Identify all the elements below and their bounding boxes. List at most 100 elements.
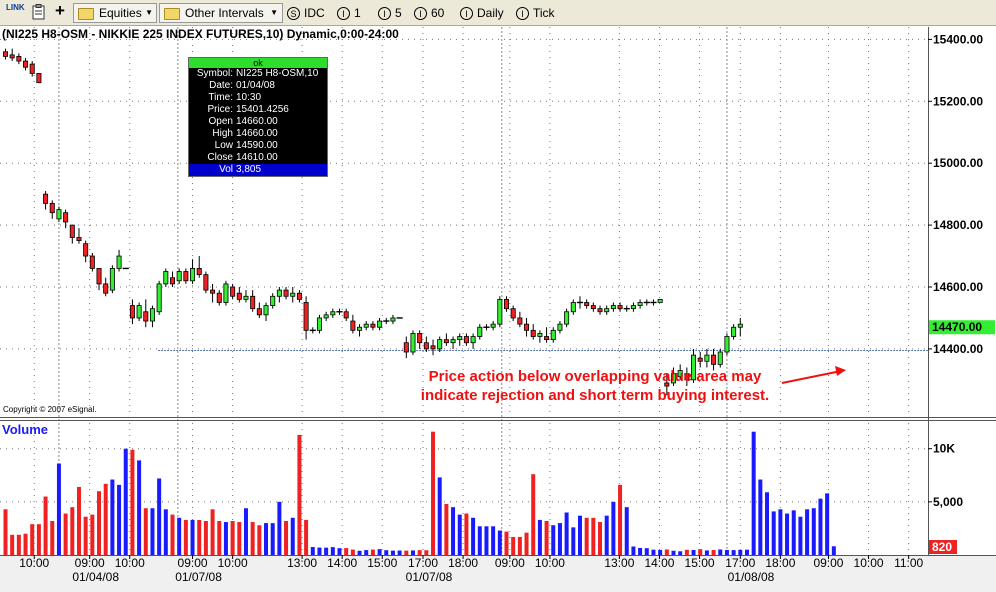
- chevron-down-icon: ▼: [270, 8, 278, 17]
- volume-bar: [270, 523, 275, 555]
- intervals-dropdown[interactable]: Other Intervals ▼: [159, 3, 283, 23]
- info-row-time: Time: 10:30: [189, 92, 327, 104]
- candle-body: [76, 237, 82, 241]
- volume-bar: [437, 477, 442, 555]
- volume-bar: [577, 515, 582, 555]
- time-axis-label: 09:00: [495, 556, 525, 570]
- volume-bar: [90, 514, 95, 555]
- last-price-marker: [929, 320, 995, 335]
- volume-bar: [497, 530, 502, 555]
- candle-body: [276, 289, 282, 297]
- symbol-dropdown[interactable]: Equities ▼: [73, 3, 157, 23]
- time-axis-label: 15:00: [685, 556, 715, 570]
- candle-body: [29, 63, 35, 74]
- volume-bar: [718, 549, 723, 555]
- volume-bar: [170, 514, 175, 555]
- volume-bar: [344, 548, 349, 555]
- add-icon[interactable]: +: [55, 1, 65, 20]
- volume-bar: [377, 549, 382, 555]
- date-axis-label: 01/07/08: [175, 570, 222, 584]
- candle-body: [236, 292, 242, 300]
- time-axis-label: 13:00: [604, 556, 634, 570]
- price-axis-label: 14600.00: [933, 280, 983, 294]
- clipboard-icon[interactable]: [31, 4, 47, 22]
- interval-label: 5: [395, 6, 402, 20]
- candle-body: [530, 329, 536, 337]
- date-axis-label: 01/07/08: [406, 570, 453, 584]
- volume-bar: [364, 550, 369, 555]
- volume-bar: [70, 507, 75, 555]
- volume-bar: [638, 547, 643, 555]
- candle-body: [43, 193, 49, 204]
- candle-body: [470, 336, 476, 344]
- candle-body: [96, 268, 102, 285]
- volume-bar: [524, 532, 529, 555]
- candle-body: [390, 317, 396, 322]
- info-value: NI225 H8-OSM,10: [236, 68, 319, 79]
- candle-body: [717, 351, 723, 365]
- volume-bar: [163, 509, 168, 555]
- candle-body: [263, 305, 269, 316]
- interval-type-icon: I: [414, 7, 427, 21]
- time-axis-label: 17:00: [408, 556, 438, 570]
- volume-bar: [811, 508, 816, 555]
- volume-bar: [264, 523, 269, 555]
- volume-bar: [76, 486, 81, 555]
- volume-bar: [404, 550, 409, 555]
- candle-body: [590, 305, 596, 310]
- volume-bar: [217, 520, 222, 555]
- candle-body: [637, 302, 643, 306]
- volume-bar: [424, 550, 429, 555]
- volume-bar: [157, 478, 162, 555]
- volume-bar: [183, 519, 188, 555]
- volume-bar: [591, 517, 596, 555]
- volume-bar: [557, 523, 562, 555]
- candle-body: [357, 326, 363, 331]
- interval-button-daily[interactable]: I Daily: [460, 4, 504, 22]
- candle-body: [370, 323, 376, 328]
- volume-bar: [644, 548, 649, 555]
- last-volume-marker: [929, 540, 957, 554]
- candle-body: [183, 271, 189, 282]
- price-axis-background: [928, 26, 996, 555]
- interval-button-idc[interactable]: S IDC: [287, 4, 325, 22]
- volume-bar: [451, 507, 456, 555]
- volume-bar: [110, 479, 115, 555]
- interval-button-tick[interactable]: I Tick: [516, 4, 555, 22]
- candle-body: [691, 354, 697, 381]
- info-label: Low: [214, 140, 233, 151]
- candle-body: [490, 323, 496, 328]
- chart-area[interactable]: 15400.00 15200.00 15000.00 14800.00 14600.00…: [0, 26, 996, 592]
- intervals-dropdown-label: Other Intervals: [185, 6, 264, 20]
- volume-bar: [43, 496, 48, 555]
- interval-type-icon: I: [378, 7, 391, 21]
- volume-axis-label: 5,000: [933, 495, 963, 509]
- interval-button-60[interactable]: I 60: [414, 4, 444, 22]
- interval-label: Tick: [533, 6, 555, 20]
- info-value: 01/04/08: [236, 80, 275, 91]
- candle-body: [223, 283, 229, 303]
- candle-body: [684, 373, 690, 381]
- candle-body: [544, 336, 550, 341]
- candle-body: [163, 271, 169, 285]
- volume-bar: [611, 501, 616, 555]
- candle-body: [524, 323, 530, 331]
- candle-body: [136, 305, 142, 319]
- link-icon[interactable]: LINK: [6, 3, 25, 12]
- chart-title: (NI225 H8-OSM - NIKKIE 225 INDEX FUTURES…: [2, 27, 399, 41]
- cursor-info-window[interactable]: ok Symbol: NI225 H8-OSM,10 Date: 01/04/08 …: [188, 57, 328, 177]
- last-price-label: 14470.00: [932, 320, 982, 334]
- volume-bar: [97, 491, 102, 555]
- candle-body: [617, 305, 623, 310]
- info-value: 3,805: [236, 164, 262, 175]
- volume-bar: [738, 549, 743, 555]
- candle-body: [129, 305, 135, 319]
- candle-body: [657, 298, 663, 303]
- volume-bar: [277, 501, 282, 555]
- annotation-text: Price action below overlapping value are…: [420, 368, 770, 404]
- price-axis-label: 14800.00: [933, 218, 983, 232]
- candle-body: [290, 292, 296, 297]
- time-axis-label: 09:00: [178, 556, 208, 570]
